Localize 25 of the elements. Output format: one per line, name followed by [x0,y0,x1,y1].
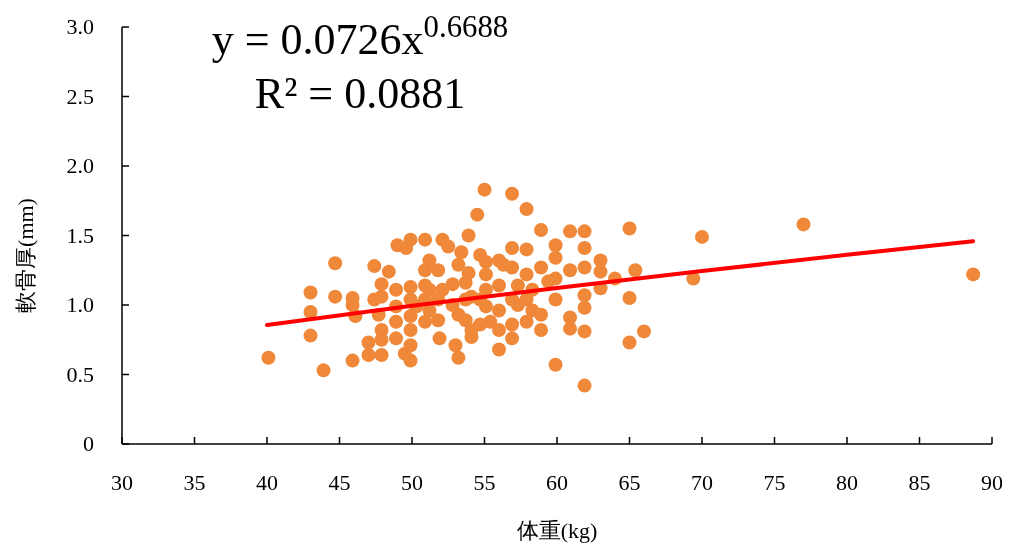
y-tick-label: 3.0 [66,14,94,39]
x-tick-label: 90 [981,470,1003,495]
y-tick-label: 0 [83,431,94,456]
annotation: R² = 0.0881 [254,69,466,118]
x-tick-label: 80 [836,470,858,495]
y-tick-label: 0.5 [66,361,94,387]
y-tick-label: 2.0 [66,153,94,178]
y-tick-label: 2.5 [66,83,94,109]
y-tick-label: 1.5 [66,222,94,248]
x-tick-label: 35 [183,470,206,495]
y-axis-title: 軟骨厚(mm) [13,198,38,313]
x-axis-title: 体重(kg) [516,518,598,543]
annotation: y = 0.0726x$^{0.6688}$ [211,10,509,64]
x-tick-label: 45 [328,470,351,495]
x-tick-label: 75 [763,470,786,495]
x-tick-label: 30 [111,470,133,495]
x-tick-label: 65 [618,470,641,495]
y-tick-label: 1.0 [66,292,94,317]
x-tick-label: 70 [691,470,713,495]
x-tick-label: 55 [473,470,496,495]
x-tick-label: 85 [908,470,931,495]
x-tick-label: 50 [401,470,423,495]
x-tick-label: 40 [256,470,278,495]
x-tick-label: 60 [546,470,568,495]
line-series [265,239,976,328]
